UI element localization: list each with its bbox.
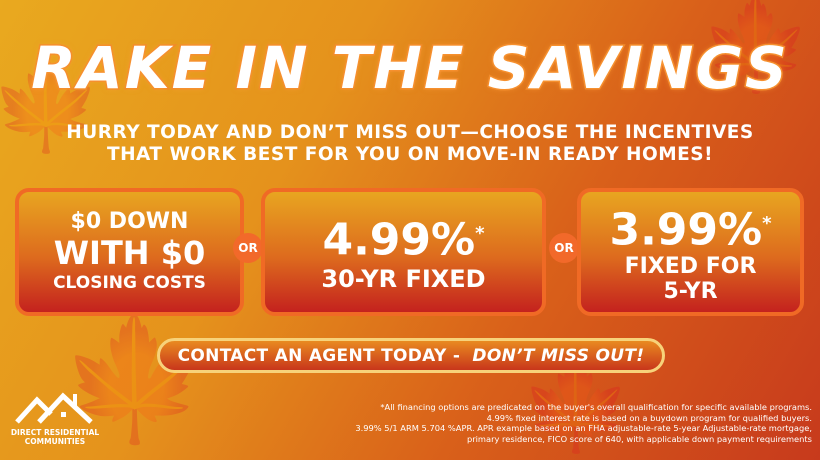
maple-leaf-icon: 🍁 bbox=[700, 0, 813, 97]
logo-text: DIRECT RESIDENTIAL bbox=[10, 428, 100, 437]
asterisk: * bbox=[762, 212, 772, 234]
house-roof-icon bbox=[15, 392, 93, 424]
offer-5yr-arm: 3.99%* FIXED FOR 5-YR bbox=[577, 188, 804, 316]
offer-rate: 3.99% bbox=[609, 204, 763, 256]
offer-zero-down: $0 DOWN WITH $0 CLOSING COSTS bbox=[15, 188, 244, 316]
maple-leaf-icon: 🍁 bbox=[0, 52, 103, 157]
disclaimer: *All financing options are predicated on… bbox=[355, 402, 812, 444]
offer-line: WITH $0 bbox=[53, 234, 206, 272]
asterisk: * bbox=[475, 222, 485, 244]
disclaimer-line: 4.99% fixed interest rate is based on a … bbox=[486, 412, 812, 423]
contact-agent-button[interactable]: CONTACT AN AGENT TODAY - DON’T MISS OUT! bbox=[157, 338, 665, 373]
offer-rate: 4.99% bbox=[322, 214, 476, 266]
maple-leaf-icon: 🍁 bbox=[520, 352, 633, 457]
subheadline-line: HURRY TODAY AND DON’T MISS OUT—CHOOSE TH… bbox=[66, 122, 754, 143]
logo-text: COMMUNITIES bbox=[24, 437, 86, 446]
cta-label: CONTACT AN AGENT TODAY - bbox=[177, 345, 467, 366]
offer-line: CLOSING COSTS bbox=[53, 273, 206, 293]
offer-term: FIXED FOR bbox=[624, 254, 757, 280]
headline: RAKE IN THE SAVINGS bbox=[30, 33, 789, 104]
or-badge: OR bbox=[233, 233, 263, 263]
logo: DIRECT RESIDENTIAL COMMUNITIES bbox=[10, 390, 100, 446]
disclaimer-line: *All financing options are predicated on… bbox=[380, 402, 812, 412]
or-badge: OR bbox=[549, 233, 579, 263]
subheadline-line: THAT WORK BEST FOR YOU ON MOVE-IN READY … bbox=[106, 144, 714, 165]
disclaimer-line: primary residence, FICO score of 640, wi… bbox=[466, 433, 812, 444]
disclaimer-line: 3.99% 5/1 ARM 5.704 %APR. APR example ba… bbox=[355, 423, 812, 433]
cta-emphasis: DON’T MISS OUT! bbox=[472, 345, 645, 366]
offer-30yr-fixed: 4.99%* 30-YR FIXED bbox=[261, 188, 546, 316]
offer-term: 30-YR FIXED bbox=[321, 265, 486, 294]
subheadline: HURRY TODAY AND DON’T MISS OUT—CHOOSE TH… bbox=[0, 122, 820, 166]
offer-line: $0 DOWN bbox=[70, 209, 189, 234]
offer-term: 5-YR bbox=[663, 279, 718, 305]
